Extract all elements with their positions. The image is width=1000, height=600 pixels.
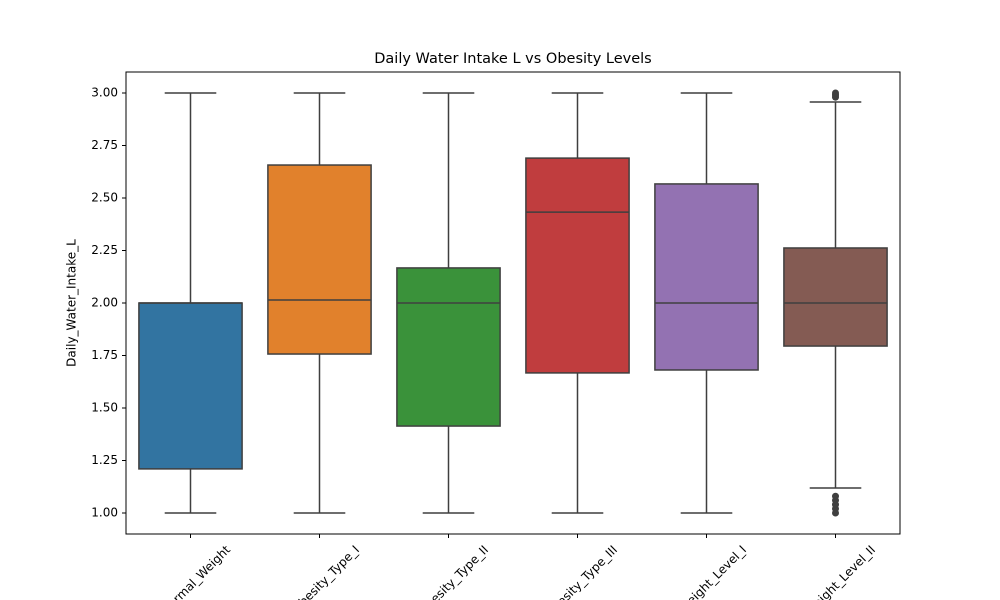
x-tick-label: Obesity_Type_III — [542, 543, 620, 600]
x-tick-label: Obesity_Type_I — [289, 543, 362, 600]
box — [267, 164, 372, 355]
x-tick-label: Overweight_Level_II — [783, 543, 878, 600]
outlier — [832, 89, 839, 97]
y-tick-label: 1.00 — [91, 506, 118, 520]
y-tick-label: 2.25 — [91, 243, 118, 257]
y-tick-label: 1.50 — [91, 401, 118, 415]
box — [525, 157, 630, 374]
y-tick-label: 2.75 — [91, 138, 118, 152]
chart-title: Daily Water Intake L vs Obesity Levels — [374, 51, 651, 67]
x-tick-label: Overweight_Level_I — [657, 543, 749, 600]
y-tick-label: 1.75 — [91, 348, 118, 362]
box — [396, 267, 501, 427]
y-tick-label: 2.00 — [91, 296, 118, 310]
box — [654, 183, 759, 371]
x-tick-label: Normal_Weight — [159, 542, 234, 600]
box — [783, 247, 888, 347]
outlier — [832, 492, 839, 500]
y-tick-label: 1.25 — [91, 453, 118, 467]
x-tick-label: Obesity_Type_II — [416, 543, 491, 600]
y-tick-label: 3.00 — [91, 86, 118, 100]
box — [138, 302, 243, 470]
y-tick-label: 2.50 — [91, 191, 118, 205]
y-axis-label: Daily_Water_Intake_L — [65, 239, 79, 367]
plot-frame — [125, 71, 901, 535]
